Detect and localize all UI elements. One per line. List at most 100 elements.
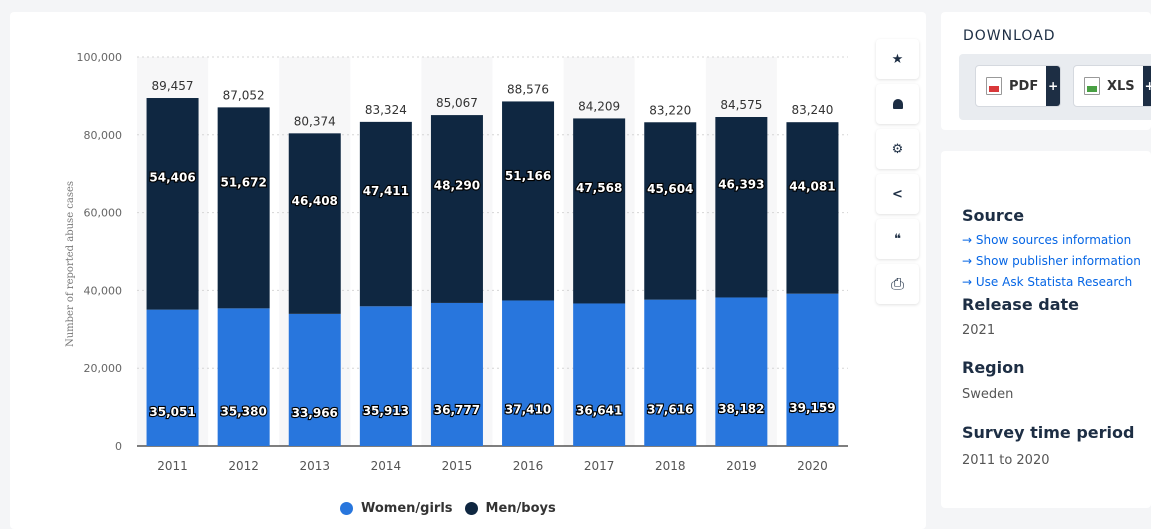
gear-icon: ⚙: [891, 141, 904, 157]
bar-value-label: 46,408: [292, 194, 338, 208]
bar-men-boys: [430, 115, 483, 303]
xls-label: XLS: [1107, 78, 1135, 94]
x-tick-label: 2020: [797, 459, 828, 473]
legend-label-men-boys: Men/boys: [485, 501, 556, 516]
bar-total-label: 83,324: [365, 103, 407, 117]
bar-women-girls: [217, 308, 270, 446]
bar-value-label: 47,411: [363, 184, 409, 198]
show-publisher-link[interactable]: → Show publisher information: [962, 254, 1141, 268]
notification-button[interactable]: [876, 84, 919, 124]
settings-button[interactable]: ⚙: [876, 129, 919, 169]
download-pdf-button[interactable]: PDF +: [975, 65, 1062, 107]
bar-men-boys: [715, 117, 768, 298]
quote-icon: ❝: [894, 231, 901, 247]
bar-value-label: 44,081: [789, 179, 835, 193]
bar-value-label: 37,410: [505, 403, 551, 417]
x-tick-label: 2011: [157, 459, 188, 473]
bar-total-label: 84,209: [578, 99, 620, 113]
print-icon: ⎙: [891, 274, 904, 293]
star-icon: ★: [891, 51, 904, 67]
bar-value-label: 33,966: [292, 406, 338, 420]
bar-value-label: 36,777: [434, 403, 480, 417]
bar-value-label: 47,568: [576, 181, 622, 195]
bar-value-label: 36,641: [576, 403, 622, 417]
bar-women-girls: [786, 293, 839, 446]
x-tick-label: 2019: [726, 459, 757, 473]
bar-value-label: 46,393: [718, 178, 764, 192]
survey-period-value: 2011 to 2020: [962, 453, 1050, 468]
bar-total-label: 80,374: [294, 114, 336, 128]
chart-toolbar: ★ ⚙ < ❝ ⎙: [876, 39, 919, 309]
download-bar: PDF + XLS +: [959, 54, 1151, 120]
bar-total-label: 83,220: [649, 103, 691, 117]
bar-value-label: 45,604: [647, 182, 693, 196]
region-heading: Region: [962, 358, 1025, 377]
bar-value-label: 51,166: [505, 169, 551, 183]
y-tick-label: 60,000: [84, 207, 123, 220]
legend-item-men-boys[interactable]: Men/boys: [464, 501, 556, 516]
bar-men-boys: [359, 121, 412, 307]
bar-total-label: 85,067: [436, 96, 478, 110]
info-panel: Source → Show sources information → Show…: [941, 151, 1151, 508]
bar-men-boys: [502, 101, 555, 301]
share-icon: <: [892, 186, 903, 202]
bell-icon: [892, 99, 903, 109]
bar-men-boys: [786, 122, 839, 294]
y-tick-label: 40,000: [84, 284, 123, 297]
ask-statista-link[interactable]: → Use Ask Statista Research: [962, 275, 1133, 289]
favorite-button[interactable]: ★: [876, 39, 919, 79]
x-tick-label: 2012: [228, 459, 259, 473]
pdf-file-icon: [986, 77, 1002, 95]
legend-swatch-men-boys: [464, 502, 478, 515]
print-button[interactable]: ⎙: [876, 264, 919, 304]
download-panel: DOWNLOAD PDF + XLS +: [941, 12, 1151, 130]
download-title: DOWNLOAD: [963, 28, 1056, 44]
stacked-bar-chart: 0 20,000 40,000 60,000 80,000 100,000 Number o…: [65, 51, 848, 473]
y-tick-label: 0: [115, 440, 122, 453]
bar-total-label: 84,575: [720, 98, 762, 112]
legend-item-women-girls[interactable]: Women/girls: [340, 501, 453, 516]
bar-value-label: 37,616: [647, 402, 693, 416]
bar-value-label: 51,672: [220, 176, 266, 190]
show-sources-link[interactable]: → Show sources information: [962, 233, 1132, 247]
legend-swatch-women-girls: [340, 502, 353, 515]
survey-period-heading: Survey time period: [962, 423, 1135, 442]
bar-total-label: 87,052: [223, 88, 265, 102]
legend-label-women-girls: Women/girls: [361, 501, 453, 516]
release-date-heading: Release date: [962, 295, 1079, 314]
bar-value-label: 35,913: [363, 404, 409, 418]
bar-men-boys: [217, 107, 270, 309]
bar-women-girls: [644, 299, 697, 446]
bar-total-label: 83,240: [791, 103, 833, 117]
share-button[interactable]: <: [876, 174, 919, 214]
bar-men-boys: [288, 133, 341, 314]
bar-value-label: 35,051: [149, 405, 195, 419]
bar-value-label: 54,406: [149, 170, 195, 184]
bar-women-girls: [430, 302, 483, 446]
bar-value-label: 35,380: [220, 405, 266, 419]
x-tick-label: 2013: [299, 459, 330, 473]
x-tick-label: 2014: [371, 459, 402, 473]
source-heading: Source: [962, 206, 1025, 225]
xls-file-icon: [1084, 77, 1100, 95]
bar-women-girls: [502, 300, 555, 446]
pdf-label: PDF: [1009, 78, 1039, 94]
x-tick-label: 2018: [655, 459, 686, 473]
bar-total-label: 89,457: [152, 79, 194, 93]
x-tick-label: 2015: [442, 459, 473, 473]
bar-women-girls: [715, 297, 768, 446]
bar-women-girls: [288, 313, 341, 446]
y-tick-label: 80,000: [84, 129, 123, 142]
bar-women-girls: [573, 303, 626, 446]
chart-card: 0 20,000 40,000 60,000 80,000 100,000 Number o…: [10, 12, 926, 529]
bar-men-boys: [573, 118, 626, 304]
y-axis-label: Number of reported abuse cases: [65, 181, 76, 347]
y-tick-label: 20,000: [84, 362, 123, 375]
chart-legend: Women/girls Men/boys: [340, 501, 568, 516]
xls-plus-icon: +: [1142, 66, 1151, 106]
region-value: Sweden: [962, 387, 1014, 402]
bar-value-label: 39,159: [789, 401, 835, 415]
pdf-plus-icon: +: [1046, 66, 1061, 106]
download-xls-button[interactable]: XLS +: [1073, 65, 1151, 107]
cite-button[interactable]: ❝: [876, 219, 919, 259]
